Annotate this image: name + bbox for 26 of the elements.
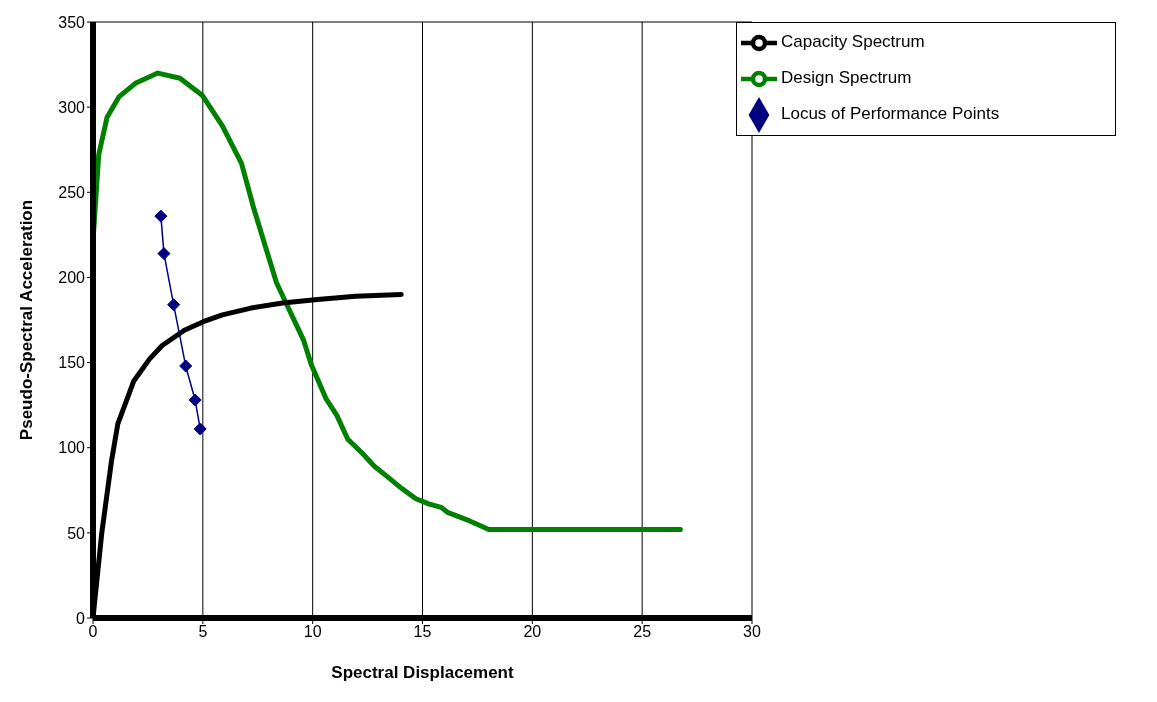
point <box>193 422 207 436</box>
y-tick-label: 100 <box>58 439 86 457</box>
y-tick-label: 250 <box>58 183 86 201</box>
point <box>167 298 181 312</box>
x-tick-label: 25 <box>633 623 652 641</box>
legend-label: Locus of Performance Points <box>781 104 1000 124</box>
y-tick-label: 150 <box>58 354 86 372</box>
x-axis-title: Spectral Displacement <box>331 663 515 682</box>
x-tick-label: 30 <box>743 623 761 641</box>
x-tick-label: 0 <box>88 623 98 641</box>
point <box>179 359 193 373</box>
point <box>188 393 202 407</box>
y-tick-label: 350 <box>58 13 86 31</box>
legend-label: Capacity Spectrum <box>781 32 925 52</box>
legend-label: Design Spectrum <box>781 68 912 88</box>
x-tick-label: 10 <box>303 623 322 641</box>
point <box>154 209 168 223</box>
y-tick-label: 0 <box>76 609 86 627</box>
y-tick-label: 50 <box>67 524 86 542</box>
x-tick-label: 20 <box>523 623 542 641</box>
x-tick-label: 15 <box>413 623 432 641</box>
y-tick-label: 300 <box>58 98 86 116</box>
x-tick-label: 5 <box>198 623 208 641</box>
y-axis-title: Pseudo-Spectral Acceleration <box>17 199 37 441</box>
y-tick-label: 200 <box>58 269 86 287</box>
point <box>157 247 171 261</box>
